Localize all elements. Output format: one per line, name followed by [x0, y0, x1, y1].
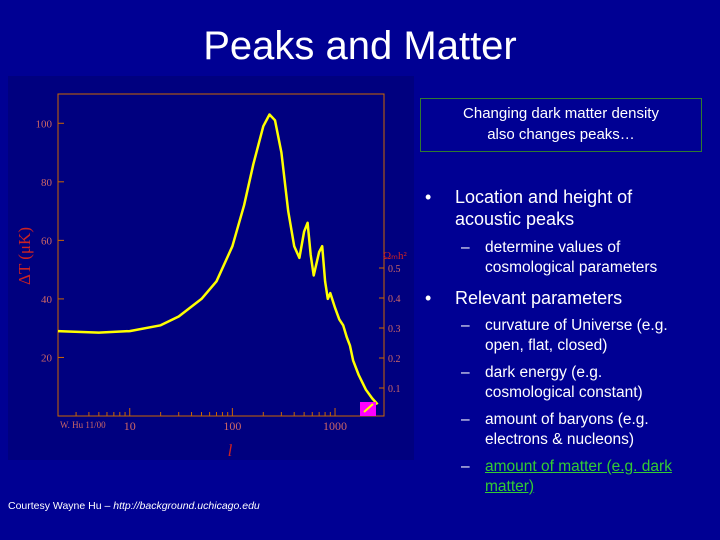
bullet-text-line-1: Location and height of: [455, 187, 633, 207]
callout-line-1: Changing dark matter density: [463, 105, 659, 122]
cmb-power-spectrum-figure: 20 40 60 80 100 10 100 1000 0.5 0.4 0.3 0.2 0.1 ΔT…: [8, 76, 414, 460]
param-tick-label: 0.5: [388, 264, 401, 275]
sub-bullet-marker: –: [461, 239, 470, 256]
param-tick-label: 0.4: [388, 294, 401, 305]
chart-svg: 20 40 60 80 100 10 100 1000 0.5 0.4 0.3 0.2 0.1 ΔT…: [8, 76, 414, 460]
dark-matter-callout: Changing dark matter density also change…: [420, 98, 702, 152]
courtesy-url[interactable]: http://background.uchicago.edu: [113, 500, 260, 512]
sub-bullet-line-2: cosmological parameters: [485, 259, 658, 276]
bullet-text-line-1: Relevant parameters: [455, 288, 623, 308]
y-tick-label: 40: [41, 294, 53, 306]
slide-title: Peaks and Matter: [203, 24, 517, 68]
bullet-text-line-2: acoustic peaks: [455, 209, 575, 229]
sub-bullet-marker: –: [461, 364, 470, 381]
callout-line-2: also changes peaks…: [487, 126, 635, 143]
sub-bullet-line-1: determine values of: [485, 239, 621, 256]
sub-bullet-line-2: electrons & nucleons): [485, 431, 635, 448]
x-axis-label: l: [228, 441, 233, 460]
sub-bullet-line-2: cosmological constant): [485, 384, 643, 401]
bullet-marker: •: [425, 288, 432, 308]
sub-bullet-line-1[interactable]: amount of matter (e.g. dark: [485, 458, 672, 475]
param-axis-ticks: 0.5 0.4 0.3 0.2 0.1: [379, 264, 401, 395]
y-axis-ticks: 20 40 60 80 100: [36, 118, 64, 364]
y-axis-label: ΔT (μK): [15, 227, 34, 285]
x-tick-label: 100: [223, 419, 241, 433]
x-axis-ticks: 10 100 1000: [57, 408, 385, 433]
param-tick-label: 0.2: [388, 354, 401, 365]
sub-bullet-line-1: curvature of Universe (e.g.: [485, 317, 668, 334]
figure-credit: W. Hu 11/00: [60, 420, 106, 430]
y-tick-label: 100: [36, 118, 53, 130]
marker-curve-end: [363, 403, 374, 413]
power-spectrum-curve: [57, 113, 379, 406]
param-tick-label: 0.1: [388, 384, 401, 395]
param-axis-label: Ωₘh²: [383, 250, 408, 262]
x-tick-label: 1000: [323, 419, 347, 433]
plot-frame: [57, 93, 385, 417]
sub-bullet-marker: –: [461, 411, 470, 428]
plot-background: [8, 76, 414, 460]
sub-bullet-line-1: amount of baryons (e.g.: [485, 411, 649, 428]
sub-bullet-line-1: dark energy (e.g.: [485, 364, 603, 381]
y-tick-label: 60: [41, 235, 53, 247]
param-tick-label: 0.3: [388, 324, 401, 335]
y-tick-label: 20: [41, 352, 53, 364]
sub-bullet-marker: –: [461, 317, 470, 334]
sub-bullet-line-2: open, flat, closed): [485, 337, 608, 354]
courtesy-prefix: Courtesy Wayne Hu –: [8, 500, 114, 512]
bullet-marker: •: [425, 187, 432, 207]
sub-bullet-marker: –: [461, 458, 470, 475]
sub-bullet-line-2[interactable]: matter): [485, 478, 535, 495]
courtesy-credit: Courtesy Wayne Hu – http://background.uc…: [8, 500, 260, 512]
x-tick-label: 10: [124, 419, 136, 433]
y-tick-label: 80: [41, 177, 53, 189]
